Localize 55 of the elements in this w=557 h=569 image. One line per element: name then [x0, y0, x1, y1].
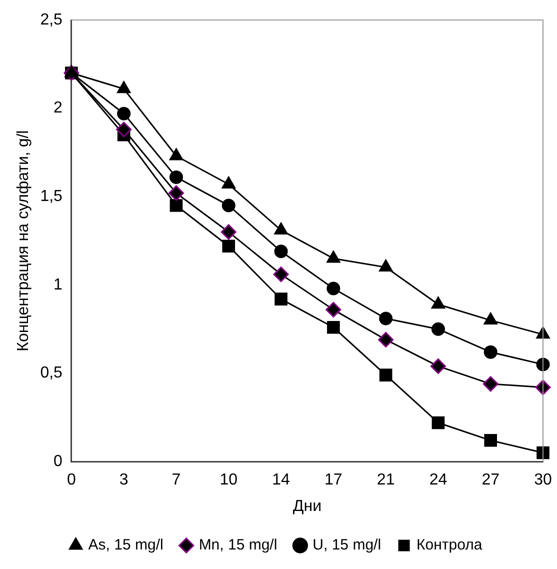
x-tick-label: 7	[172, 472, 181, 489]
point	[379, 260, 393, 272]
point	[432, 416, 445, 430]
point	[482, 376, 498, 392]
point	[326, 250, 340, 263]
point	[536, 358, 550, 372]
point	[326, 302, 342, 318]
legend-label: Контрола	[416, 536, 483, 554]
legend-label: Mn, 15 mg/l	[198, 536, 278, 554]
point	[431, 322, 445, 336]
point	[117, 81, 131, 94]
point	[222, 176, 236, 189]
y-tick-label: 0	[54, 453, 63, 470]
y-tick-label: 0,5	[40, 364, 63, 382]
point	[430, 358, 446, 374]
legend-label: As, 15 mg/l	[88, 536, 164, 554]
x-tick-label: 24	[429, 472, 448, 489]
x-tick-label: 30	[534, 472, 552, 489]
x-tick-label: 3	[119, 472, 128, 489]
point	[274, 222, 288, 234]
point	[431, 296, 446, 309]
point	[220, 224, 236, 240]
y-tick-label: 2,5	[40, 11, 63, 28]
point	[326, 282, 340, 296]
point	[168, 185, 184, 201]
y-tick-label: 1	[54, 276, 63, 294]
point	[169, 170, 183, 184]
point	[484, 345, 498, 359]
x-axis-title: Дни	[292, 498, 322, 515]
x-tick-label: 10	[220, 472, 238, 489]
y-axis-title: Концентрация на сулфати, g/l	[15, 130, 32, 352]
x-tick-label: 0	[66, 472, 76, 489]
x-tick-label: 17	[324, 472, 342, 489]
point	[327, 320, 340, 334]
point	[222, 198, 236, 212]
point	[222, 240, 236, 253]
point	[484, 312, 498, 325]
x-tick-label: 21	[376, 472, 395, 489]
y-tick-label: 2	[54, 100, 63, 117]
point	[169, 148, 184, 160]
x-tick-label: 14	[272, 472, 290, 489]
point	[170, 199, 183, 212]
point	[116, 122, 132, 138]
point	[378, 332, 394, 348]
point	[536, 446, 550, 460]
point	[273, 266, 289, 282]
point	[274, 244, 288, 258]
x-tick-label: 27	[482, 472, 500, 489]
legend-label: U, 15 mg/l	[312, 536, 382, 554]
point	[484, 434, 498, 447]
point	[379, 368, 392, 382]
point	[117, 106, 131, 120]
point	[379, 312, 393, 326]
point	[274, 292, 288, 306]
y-tick-label: 1,5	[40, 188, 63, 206]
